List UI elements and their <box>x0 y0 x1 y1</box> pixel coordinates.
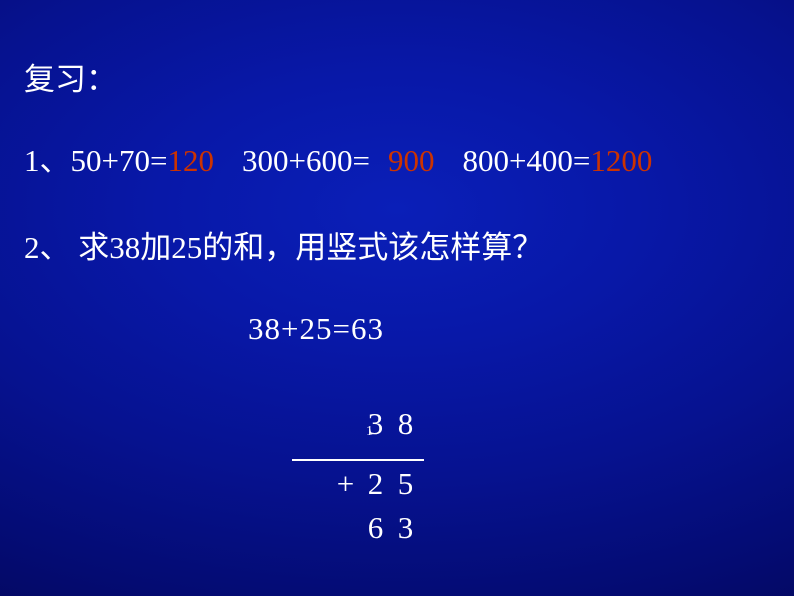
vcalc-result-row: 63 <box>284 465 424 507</box>
equation-line: 38+25=63 <box>248 311 774 347</box>
problem-1-row: 1、50+70=120 300+600= 900 800+400=1200 <box>24 135 774 180</box>
eq1-lhs: 50+70= <box>71 143 168 178</box>
equation-lhs: 38+25= <box>248 311 351 346</box>
slide-content: 复习： 1、50+70=120 300+600= 900 800+400=1200 2… <box>24 54 774 585</box>
eq3-answer: 1200 <box>590 143 652 178</box>
vcalc-bottom-row: +25 1 <box>284 403 424 457</box>
carry-mark: 1 <box>366 405 373 459</box>
problem-2-text: 2、 求38加25的和，用竖式该怎样算？ <box>24 222 774 267</box>
eq2-lhs: 300+600= <box>242 143 370 178</box>
vertical-calculation: 38 +25 1 63 <box>284 361 424 507</box>
eq3-lhs: 800+400= <box>462 143 590 178</box>
eq2-answer: 900 <box>388 143 435 178</box>
review-title: 复习： <box>24 54 774 99</box>
res-tens: 6 <box>361 507 391 549</box>
eq1-answer: 120 <box>167 143 214 178</box>
res-ones: 3 <box>391 507 421 549</box>
problem-1-prefix: 1、 <box>24 143 71 178</box>
vcalc-top-row: 38 <box>284 361 424 403</box>
equation-result: 63 <box>351 311 384 346</box>
